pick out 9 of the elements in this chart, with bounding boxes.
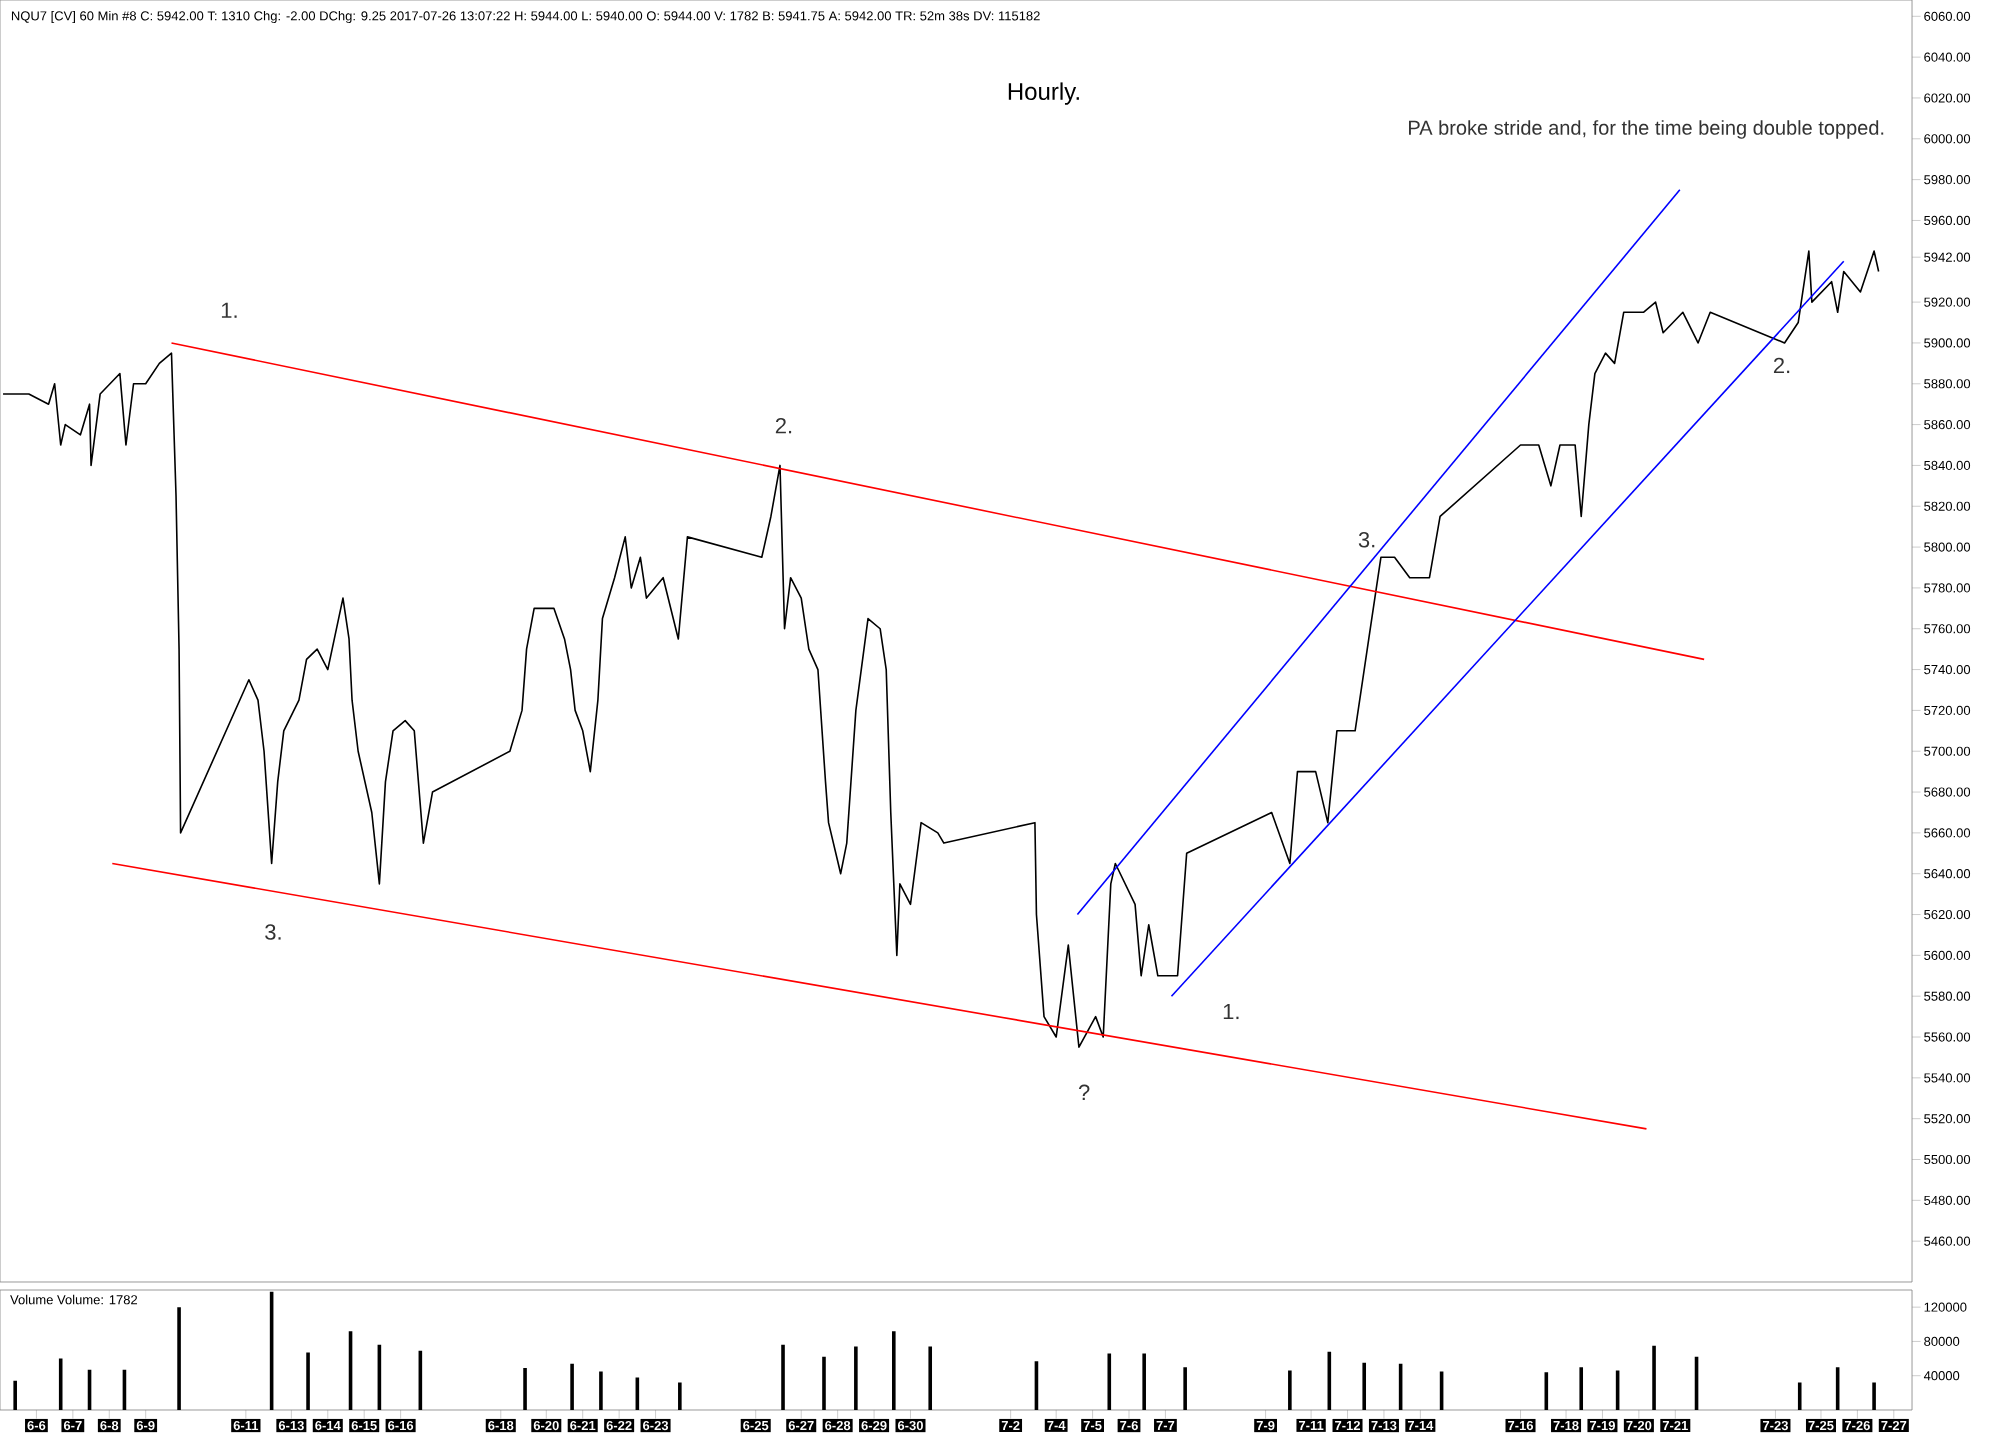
- annotation: 3.: [1358, 531, 1375, 548]
- annotation: PA broke stride and, for the time being double topped.: [1409, 120, 1884, 139]
- annotation: 2.: [775, 417, 792, 434]
- text: Hourly.: [1008, 82, 1079, 105]
- annotation: ?: [1078, 1084, 1090, 1100]
- annotation: 2.: [1773, 357, 1790, 374]
- annotation: 3.: [265, 924, 281, 940]
- annotation: 1.: [221, 302, 237, 318]
- annotation: 1.: [1223, 1003, 1239, 1020]
